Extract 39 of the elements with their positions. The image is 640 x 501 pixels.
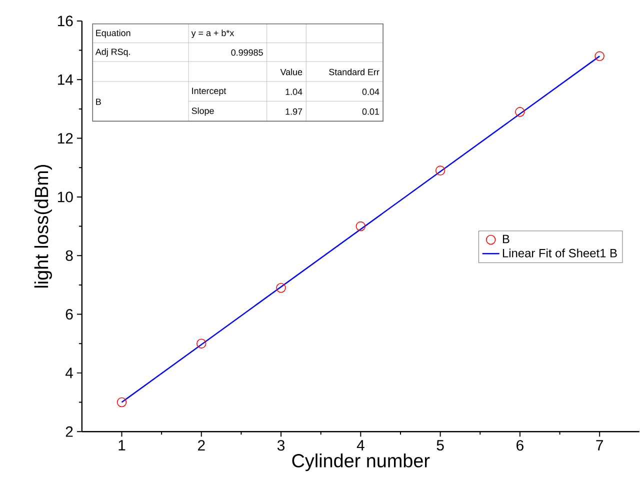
x-tick-label: 5 — [436, 440, 444, 451]
y-tick-label: 12 — [58, 133, 73, 144]
y-tick-label: 2 — [66, 426, 73, 438]
annotation: Intercept — [192, 88, 226, 96]
y-tick-label: 8 — [66, 250, 73, 262]
annotation: Equation — [96, 30, 130, 38]
annotation: 0.99985 — [231, 50, 263, 56]
y-tick-label: 16 — [58, 16, 73, 26]
x-tick-label: 6 — [516, 440, 524, 451]
annotation: Slope — [192, 108, 214, 116]
annotation: 0.01 — [362, 108, 380, 116]
annotation: y = a + b*x — [191, 30, 234, 38]
x-axis-title: Cylinder number — [292, 454, 430, 472]
point — [196, 338, 206, 349]
annotation: Value — [280, 68, 302, 76]
point — [356, 222, 366, 232]
x-tick-label: 4 — [356, 440, 364, 451]
x-tick-label: 2 — [198, 440, 205, 451]
point — [515, 107, 525, 118]
y-tick-label: 10 — [58, 192, 73, 202]
annotation: 1.97 — [286, 108, 302, 116]
x-tick-label: 1 — [118, 440, 126, 451]
annotation: 0.04 — [362, 88, 380, 96]
annotation: 1.04 — [286, 88, 302, 96]
point — [594, 52, 604, 62]
y-tick-label: 14 — [58, 74, 73, 86]
annotation: Adj RSq. — [95, 48, 130, 57]
y-tick-label: 4 — [65, 368, 73, 378]
x-tick-label: 7 — [596, 440, 603, 451]
x-tick-label: 3 — [277, 440, 285, 451]
annotation: Standard Err — [329, 68, 380, 76]
annotation: B — [96, 98, 101, 106]
y-axis-title: light loss(dBm) — [34, 165, 52, 288]
y-tick-label: 6 — [66, 309, 73, 320]
point — [116, 398, 127, 408]
point — [435, 166, 446, 176]
legend-label: B — [502, 235, 510, 244]
point — [276, 283, 286, 293]
legend-label: Linear Fit of Sheet1 B — [502, 248, 617, 258]
